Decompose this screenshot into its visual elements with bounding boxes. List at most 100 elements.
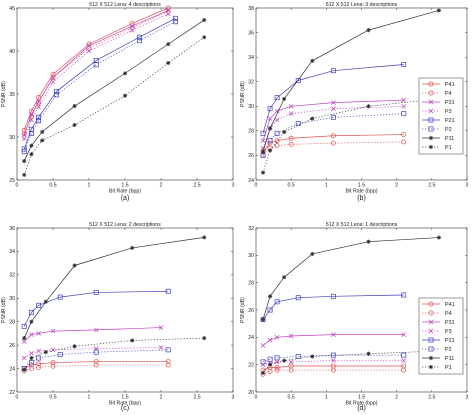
data-point	[267, 126, 273, 131]
data-point	[28, 131, 34, 137]
y-tick-label: 24	[248, 335, 254, 341]
data-point	[202, 35, 207, 40]
data-point	[274, 299, 280, 305]
data-point	[267, 307, 273, 313]
data-point	[260, 170, 266, 175]
legend-box	[418, 297, 464, 375]
data-point	[366, 104, 371, 109]
data-point	[401, 97, 407, 103]
data-point	[93, 359, 99, 364]
data-point	[93, 62, 99, 68]
x-tick-label: 0.5	[288, 183, 295, 189]
series-line	[23, 36, 205, 175]
data-point	[267, 356, 273, 362]
series-p3	[260, 358, 407, 368]
data-point	[21, 323, 27, 329]
data-point	[267, 148, 273, 153]
data-point	[401, 358, 407, 363]
data-point	[129, 28, 135, 33]
data-point	[72, 103, 77, 109]
series-p1	[22, 35, 207, 177]
x-tick-label: 3	[232, 395, 235, 401]
data-point	[166, 42, 171, 47]
data-point	[282, 96, 287, 102]
data-point	[331, 100, 336, 105]
data-point	[165, 362, 171, 368]
y-tick-label: 26	[9, 343, 15, 349]
data-point	[136, 34, 142, 40]
data-point	[72, 263, 77, 268]
data-point	[21, 339, 27, 344]
panel-caption: (b)	[357, 195, 366, 202]
data-point	[267, 138, 273, 144]
data-point	[274, 143, 280, 149]
data-point	[401, 111, 407, 117]
data-point	[36, 348, 41, 354]
series-p31	[21, 325, 164, 344]
data-point	[295, 295, 301, 301]
series-line	[262, 99, 404, 141]
data-point	[29, 332, 34, 337]
data-point	[267, 106, 273, 112]
series-p4	[21, 362, 171, 374]
data-point	[122, 93, 128, 98]
x-axis-label: Bit Rate (bpp)	[345, 401, 377, 407]
data-point	[36, 355, 42, 361]
data-point	[22, 172, 27, 177]
y-tick-label: 20	[248, 390, 254, 396]
data-point	[274, 95, 280, 101]
x-tick-label: 1	[325, 183, 328, 189]
data-point	[260, 149, 266, 154]
data-point	[202, 235, 207, 240]
legend-marker	[428, 319, 434, 325]
data-point	[267, 337, 273, 343]
legend-marker	[428, 81, 434, 87]
y-tick-label: 38	[248, 6, 254, 12]
data-point	[288, 135, 294, 141]
legend-marker	[428, 126, 434, 132]
series-line	[23, 18, 176, 150]
data-point	[28, 309, 34, 315]
series-line	[262, 294, 404, 320]
data-point	[274, 108, 280, 114]
series-p4	[260, 139, 407, 157]
y-axis-label: PSNR (dB)	[240, 297, 246, 323]
data-point	[93, 327, 99, 333]
data-point	[260, 343, 266, 348]
x-tick-label: 2	[395, 183, 398, 189]
series-p41	[260, 363, 407, 373]
series-p11	[260, 235, 441, 322]
x-tick-label: 0.5	[288, 395, 295, 401]
legend-marker	[428, 355, 434, 361]
data-point	[36, 114, 42, 120]
legend-label: P11	[445, 136, 454, 142]
y-tick-label: 35	[9, 92, 15, 98]
series-p4	[21, 8, 171, 137]
data-point	[50, 75, 56, 81]
series-line	[24, 361, 169, 369]
y-tick-label: 36	[9, 226, 15, 232]
panel-title: 512 X 512 Lena: 4 descriptions	[89, 2, 161, 8]
series-p1	[260, 348, 441, 375]
data-point	[282, 129, 287, 135]
y-tick-label: 26	[248, 153, 254, 159]
x-tick-label: 1.5	[358, 183, 365, 189]
data-point	[29, 143, 34, 148]
data-point	[282, 275, 287, 280]
y-tick-label: 30	[9, 135, 15, 141]
series-line	[23, 327, 162, 342]
y-tick-label: 32	[9, 273, 15, 279]
data-point	[22, 158, 27, 164]
data-point	[166, 60, 171, 66]
data-point	[274, 138, 280, 144]
legend-label: P41	[445, 302, 455, 308]
series-line	[262, 64, 404, 134]
data-point	[267, 362, 273, 367]
data-point	[401, 132, 407, 137]
series-p21	[21, 288, 171, 329]
legend-marker	[428, 328, 434, 334]
data-point	[330, 68, 336, 74]
data-point	[260, 130, 266, 136]
